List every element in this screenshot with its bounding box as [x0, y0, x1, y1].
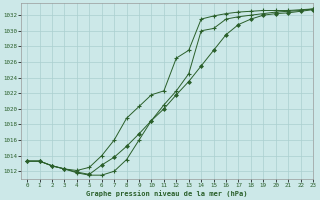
- X-axis label: Graphe pression niveau de la mer (hPa): Graphe pression niveau de la mer (hPa): [86, 190, 248, 197]
